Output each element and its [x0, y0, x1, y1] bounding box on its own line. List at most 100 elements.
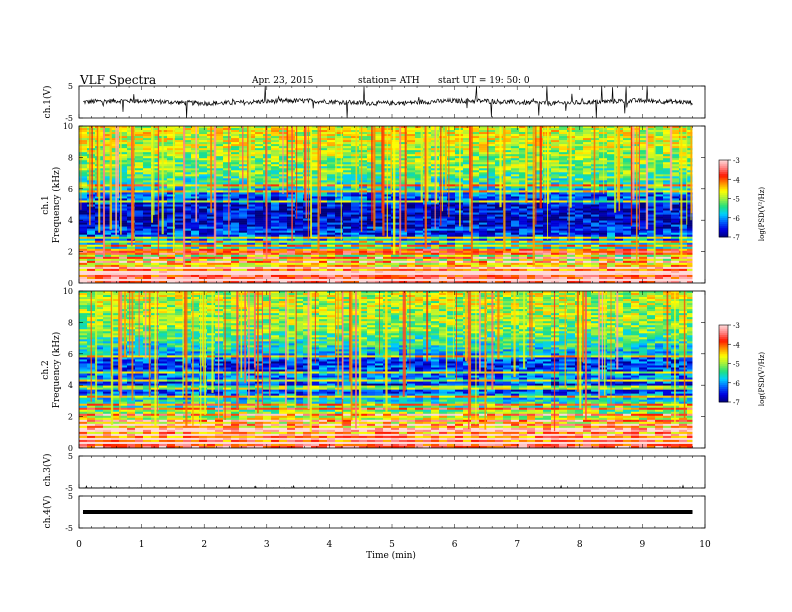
spectrogram-cell	[255, 176, 264, 179]
spectrogram-cell	[199, 162, 208, 165]
spectrogram-cell	[639, 196, 648, 199]
spectrogram-cell	[255, 234, 264, 238]
spectrogram-cell	[471, 164, 480, 167]
spectrogram-cell	[239, 210, 248, 213]
spectrogram-cell	[647, 206, 656, 209]
spectrogram-cell	[463, 168, 472, 171]
spectrogram-cell	[599, 226, 608, 229]
spectrogram-cell	[663, 230, 672, 233]
spectrogram-cell	[127, 248, 136, 252]
spectrogram-cell	[679, 152, 688, 155]
spectrogram-cell	[359, 142, 368, 145]
spectrogram-cell	[255, 238, 264, 242]
spectrogram-cell	[255, 214, 264, 217]
spectrogram-cell	[343, 144, 352, 147]
spectrogram-cell	[399, 138, 408, 141]
spectrogram-cell	[463, 134, 472, 137]
spectrogram-cell	[447, 148, 456, 151]
spectrogram-cell	[463, 178, 472, 181]
spectrogram-cell	[495, 176, 504, 179]
spectrogram-cell	[95, 246, 104, 250]
spectrogram-cell	[135, 182, 144, 185]
spectrogram-cell	[631, 150, 640, 153]
spectrogram-cell	[359, 188, 368, 191]
spectrogram-cell	[167, 176, 176, 179]
spectrogram-cell	[351, 216, 360, 219]
spectrogram-cell	[415, 208, 424, 211]
spectrogram-cell	[535, 222, 544, 225]
spectrogram-cell	[367, 128, 376, 131]
spectrogram-cell	[175, 246, 184, 250]
spectrogram-cell	[415, 202, 424, 205]
spectrogram-cell	[367, 144, 376, 147]
spectrogram-cell	[479, 140, 488, 143]
spectrogram-cell	[455, 244, 464, 248]
spectrogram-cell	[439, 248, 448, 252]
spectrogram-cell	[671, 134, 680, 137]
spectrogram-cell	[199, 158, 208, 161]
spectrogram-cell	[335, 142, 344, 145]
spectrogram-cell	[463, 218, 472, 221]
spectrogram-cell	[631, 160, 640, 163]
spectrogram-cell	[527, 144, 536, 147]
spectrogram-cell	[223, 132, 232, 135]
spectrogram-cell	[687, 126, 693, 129]
spectrogram-cell	[471, 192, 480, 195]
spectrogram-cell	[103, 194, 112, 197]
spectrogram-cell	[87, 250, 96, 254]
spectrogram-cell	[671, 214, 680, 217]
spectrogram-cell	[639, 170, 648, 173]
spectrogram-cell	[271, 138, 280, 141]
spectrogram-cell	[247, 246, 256, 250]
spectrogram-cell	[87, 162, 96, 165]
spectrogram-cell	[111, 162, 120, 165]
spectrogram-cell	[519, 174, 528, 177]
spectrogram-cell	[647, 152, 656, 155]
spectrogram-cell	[295, 246, 304, 250]
spectrogram-cell	[319, 226, 328, 229]
spectrogram-cell	[119, 188, 128, 191]
spectrogram-cell	[495, 166, 504, 169]
spectrogram-cell	[343, 150, 352, 153]
spectrogram-cell	[463, 142, 472, 145]
spectrogram-cell	[247, 158, 256, 161]
spectrogram-cell	[655, 194, 664, 197]
spectrogram-cell	[319, 138, 328, 141]
spectrogram-cell	[679, 246, 688, 250]
spectrogram-cell	[663, 126, 672, 129]
spectrogram-cell	[151, 220, 160, 223]
spectrogram-cell	[247, 132, 256, 135]
spectrogram-cell	[671, 188, 680, 191]
spectrogram-cell	[367, 226, 376, 229]
spectrogram-cell	[623, 242, 632, 246]
spectrogram-cell	[615, 224, 624, 227]
spectrogram-cell	[415, 190, 424, 193]
spectrogram-cell	[103, 232, 112, 235]
spectrogram-cell	[375, 132, 384, 135]
spectrogram-cell	[135, 140, 144, 143]
spectrogram-cell	[287, 244, 296, 248]
spectrogram-cell	[511, 226, 520, 229]
spectrogram-cell	[535, 248, 544, 252]
spectrogram-cell	[199, 186, 208, 189]
spectrogram-cell	[599, 248, 608, 252]
spectrogram-cell	[623, 212, 632, 215]
spectrogram-cell	[471, 158, 480, 161]
spectrogram-cell	[399, 170, 408, 173]
spectrogram-cell	[559, 142, 568, 145]
spectrogram-cell	[303, 236, 312, 240]
spectrogram-cell	[111, 220, 120, 223]
spectrogram-cell	[367, 190, 376, 193]
spectrogram-cell	[599, 192, 608, 195]
spectrogram-cell	[623, 174, 632, 177]
spectrogram-cell	[223, 228, 232, 231]
spectrogram-cell	[615, 232, 624, 235]
spectrogram-cell	[103, 250, 112, 254]
spectrogram-cell	[559, 130, 568, 133]
spectrogram-cell	[647, 150, 656, 153]
spectrogram-cell	[679, 242, 688, 246]
spectrogram-cell	[343, 204, 352, 207]
spectrogram-cell	[519, 180, 528, 183]
spectrogram-cell	[607, 244, 616, 248]
spectrogram-cell	[183, 216, 192, 219]
